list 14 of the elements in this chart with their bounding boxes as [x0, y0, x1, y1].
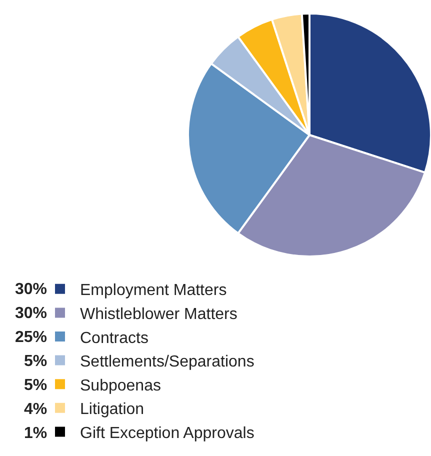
legend-label: Employment Matters [80, 282, 227, 300]
data-label: 4% [24, 401, 48, 418]
legend-label: Settlements/Separations [80, 354, 254, 371]
data-label: 5% [24, 377, 48, 394]
legend-label: Subpoenas [80, 377, 161, 394]
legend-label: Contracts [80, 330, 148, 347]
data-label: 5% [24, 353, 48, 370]
data-label: 30% [15, 305, 48, 322]
legend-label: Whistleblower Matters [80, 306, 238, 323]
data-label: 25% [15, 329, 48, 346]
legend-label: Gift Exception Approvals [80, 424, 254, 442]
data-label: 30% [15, 281, 48, 298]
legend-label: Litigation [80, 401, 144, 418]
data-label: 1% [24, 425, 48, 442]
